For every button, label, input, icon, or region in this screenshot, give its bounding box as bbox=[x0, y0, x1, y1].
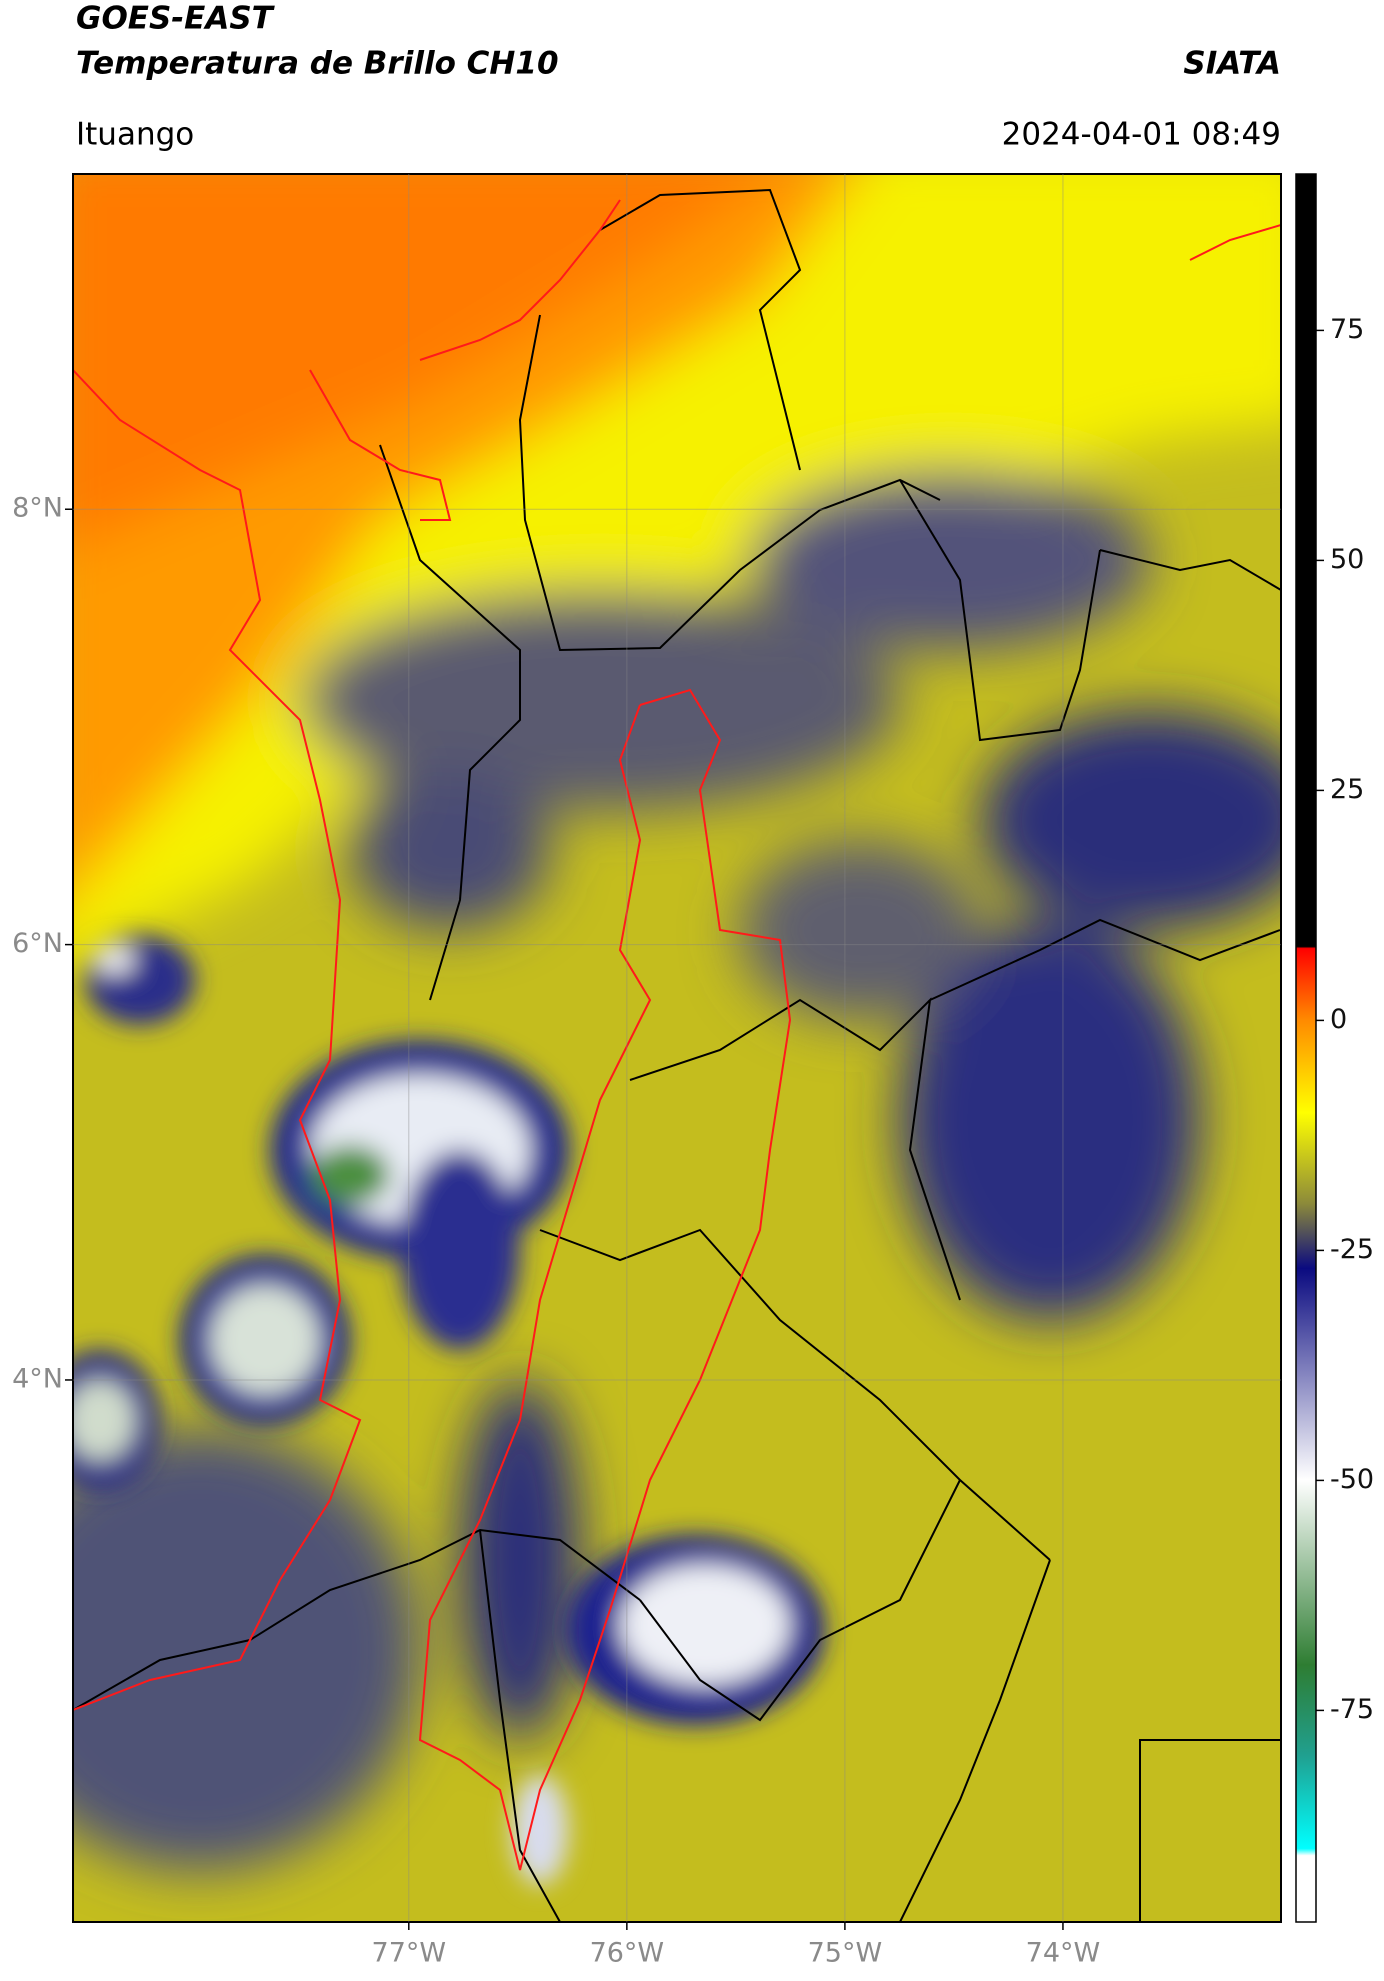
lon-label: 74°W bbox=[1026, 1938, 1101, 1969]
colorbar-label: 75 bbox=[1330, 314, 1364, 345]
lon-label: 75°W bbox=[808, 1938, 883, 1969]
colorbar bbox=[1295, 173, 1317, 1923]
subtitle: Temperatura de Brillo CH10 bbox=[76, 46, 559, 82]
colorbar-label: -50 bbox=[1330, 1464, 1374, 1495]
boundaries bbox=[73, 199, 1281, 1871]
lon-label: 77°W bbox=[372, 1938, 447, 1969]
title: GOES-EAST bbox=[76, 1, 276, 37]
colorbar-label: 25 bbox=[1330, 774, 1364, 805]
lat-label: 6°N bbox=[12, 928, 63, 959]
colorbar-label: 50 bbox=[1330, 544, 1364, 575]
colorbar-label: -25 bbox=[1330, 1234, 1374, 1265]
location: Ituango bbox=[76, 117, 194, 153]
lat-label: 8°N bbox=[12, 493, 63, 524]
lat-label: 4°N bbox=[12, 1363, 63, 1394]
satellite-image bbox=[73, 174, 1281, 1922]
colorbar-label: 0 bbox=[1330, 1004, 1347, 1035]
borders bbox=[73, 188, 1281, 1922]
source: SIATA bbox=[1183, 46, 1281, 82]
lon-label: 76°W bbox=[590, 1938, 665, 1969]
colorbar-label: -75 bbox=[1330, 1694, 1374, 1725]
map-frame bbox=[72, 173, 1282, 1923]
datetime: 2024-04-01 08:49 bbox=[1002, 117, 1281, 153]
